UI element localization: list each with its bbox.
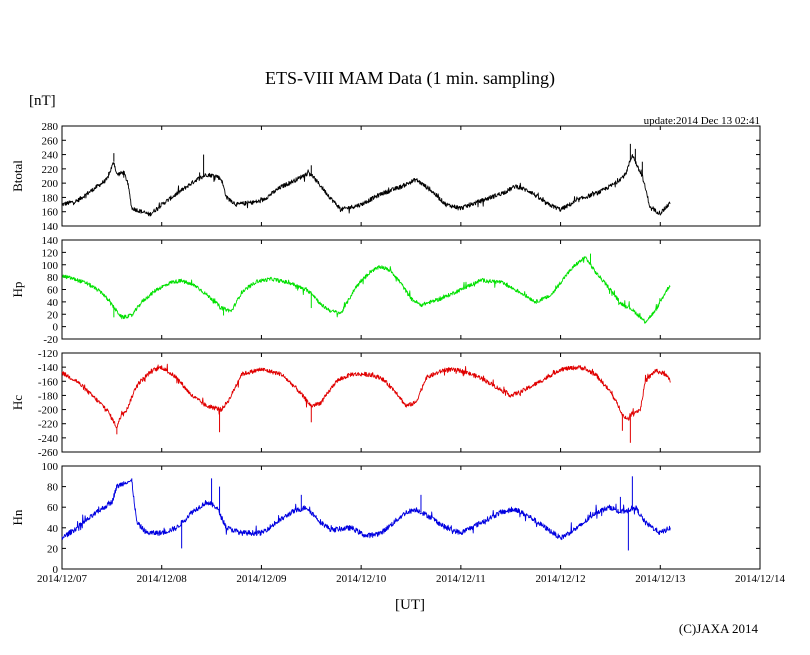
y-tick-label: 0 [53, 322, 59, 334]
unit-label: [nT] [29, 93, 56, 109]
x-tick-label: 2014/12/11 [436, 573, 486, 585]
y-tick-label: 220 [42, 164, 59, 176]
y-tick-label: -120 [38, 348, 59, 360]
y-tick-label: 260 [42, 135, 59, 147]
y-tick-label: -240 [38, 433, 59, 445]
y-tick-label: 80 [47, 482, 59, 494]
y-tick-label: -200 [38, 405, 59, 417]
y-tick-label: 240 [42, 150, 59, 162]
x-axis-label: [UT] [395, 597, 425, 613]
panel-frame [61, 352, 761, 453]
series-line-hc [61, 363, 671, 429]
y-tick-label: 160 [42, 207, 59, 219]
update-timestamp: update:2014 Dec 13 02:41 [644, 115, 760, 127]
panel-hc: -260 -240 -220 -200 -180 -160 -140 -120 Hc [10, 348, 761, 459]
y-tick-label: 40 [47, 523, 59, 535]
y-tick-label: -220 [38, 419, 59, 431]
panel-frame [61, 125, 761, 227]
y-tick-label: 140 [42, 221, 59, 233]
y-axis-label-hp: Hp [10, 282, 25, 298]
y-tick-label: -140 [38, 362, 59, 374]
y-tick-label: 200 [42, 178, 59, 190]
x-tick-label: 2014/12/14 [735, 573, 786, 585]
y-tick-label: 60 [47, 285, 59, 297]
y-tick-label: 280 [42, 121, 59, 133]
x-tick-label: 2014/12/07 [37, 573, 88, 585]
series-line-hp [61, 256, 671, 324]
x-tick-label: 2014/12/12 [536, 573, 586, 585]
chart-title: ETS-VIII MAM Data (1 min. sampling) [265, 68, 555, 89]
x-tick-label: 2014/12/09 [236, 573, 287, 585]
y-tick-label: -180 [38, 390, 59, 402]
y-tick-label: 60 [47, 502, 59, 514]
panel-hn: 0 20 40 60 80 100 Hn [10, 461, 761, 576]
y-tick-label: -20 [43, 334, 58, 346]
y-tick-label: 140 [42, 235, 59, 247]
x-tick-label: 2014/12/10 [336, 573, 387, 585]
series-line-btotal [61, 154, 671, 217]
y-tick-label: 40 [47, 297, 59, 309]
y-tick-label: 100 [42, 260, 59, 272]
y-tick-label: -160 [38, 376, 59, 388]
y-tick-label: 120 [42, 247, 59, 259]
y-tick-label: -260 [38, 447, 59, 459]
y-tick-label: 180 [42, 192, 59, 204]
series-line-hn [61, 479, 671, 541]
chart-panels: 140160180200220240260280Btotal-200204060… [10, 121, 761, 576]
x-tick-label: 2014/12/13 [635, 573, 686, 585]
y-tick-label: 100 [42, 461, 59, 473]
y-axis-label-hn: Hn [10, 509, 25, 525]
panel-frame [61, 465, 761, 570]
x-axis-ticks: 2014/12/07 2014/12/08 2014/12/09 2014/12/10… [37, 573, 786, 585]
y-tick-label: 80 [47, 272, 59, 284]
y-tick-label: 0 [53, 564, 59, 576]
panel-frame [61, 239, 761, 340]
y-axis-label-btotal: Btotal [10, 160, 25, 192]
y-tick-label: 20 [47, 543, 59, 555]
copyright-text: (C)JAXA 2014 [679, 621, 759, 636]
y-axis-label-hc: Hc [10, 395, 25, 410]
x-tick-label: 2014/12/08 [137, 573, 188, 585]
y-tick-label: 20 [47, 309, 59, 321]
panel-btotal: 140 160 180 200 220 240 260 280 Btotal [10, 121, 761, 233]
